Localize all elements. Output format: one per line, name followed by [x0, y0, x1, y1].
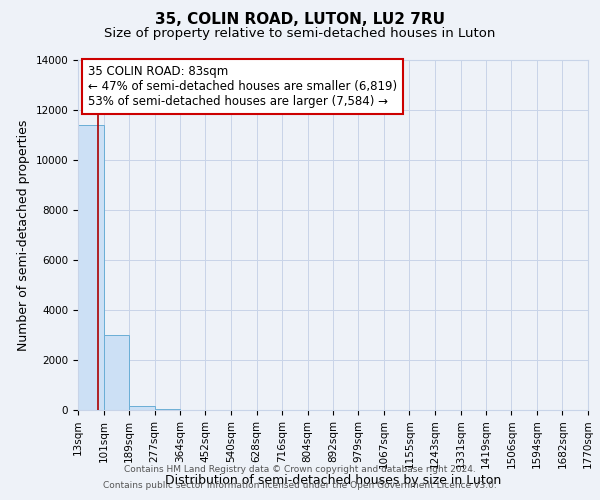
- Bar: [155, 409, 180, 410]
- Bar: [129, 406, 155, 410]
- Bar: [78, 125, 104, 410]
- X-axis label: Distribution of semi-detached houses by size in Luton: Distribution of semi-detached houses by …: [165, 474, 501, 487]
- Bar: [104, 335, 129, 410]
- Text: Contains HM Land Registry data © Crown copyright and database right 2024.: Contains HM Land Registry data © Crown c…: [124, 466, 476, 474]
- Y-axis label: Number of semi-detached properties: Number of semi-detached properties: [17, 120, 30, 350]
- Text: 35, COLIN ROAD, LUTON, LU2 7RU: 35, COLIN ROAD, LUTON, LU2 7RU: [155, 12, 445, 28]
- Text: Contains public sector information licensed under the Open Government Licence v3: Contains public sector information licen…: [103, 480, 497, 490]
- Text: Size of property relative to semi-detached houses in Luton: Size of property relative to semi-detach…: [104, 28, 496, 40]
- Text: 35 COLIN ROAD: 83sqm
← 47% of semi-detached houses are smaller (6,819)
53% of se: 35 COLIN ROAD: 83sqm ← 47% of semi-detac…: [88, 66, 397, 108]
